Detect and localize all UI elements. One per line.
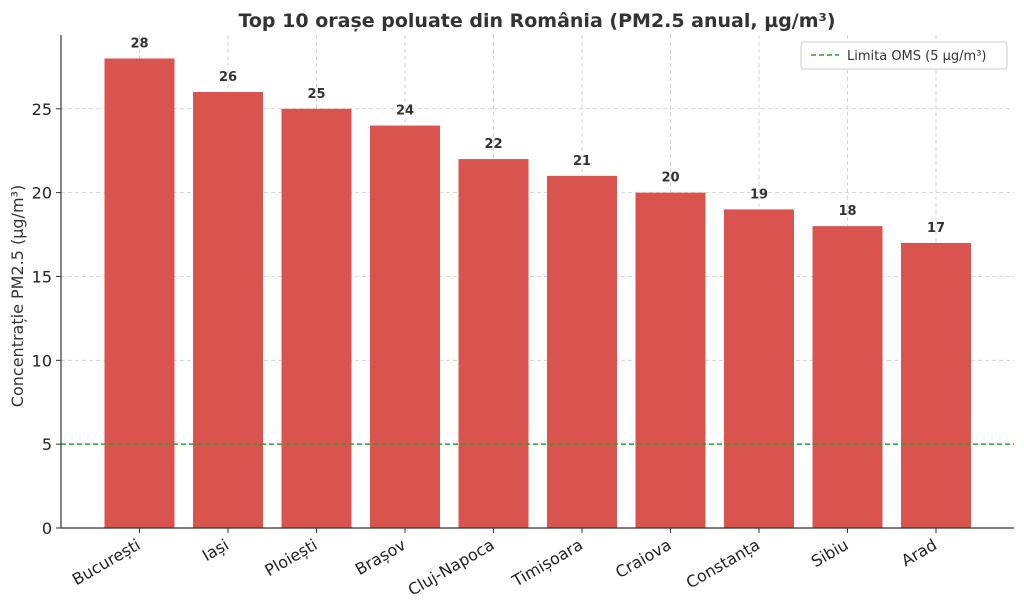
x-tick-label: Sibiu bbox=[808, 535, 852, 571]
y-tick-label: 0 bbox=[42, 519, 52, 538]
bar bbox=[724, 209, 794, 528]
x-tick-label: Brașov bbox=[352, 535, 409, 579]
bar-value-label: 17 bbox=[927, 221, 945, 236]
bar bbox=[281, 108, 352, 528]
bar bbox=[547, 175, 617, 528]
y-tick-label: 25 bbox=[32, 100, 52, 119]
bar-value-label: 24 bbox=[396, 104, 414, 119]
bar-value-label: 25 bbox=[307, 87, 325, 102]
bar bbox=[458, 159, 529, 528]
y-tick-label: 15 bbox=[32, 267, 52, 286]
y-tick-label: 10 bbox=[32, 351, 52, 370]
legend: Limita OMS (5 µg/m³) bbox=[800, 41, 1008, 70]
bar-value-label: 21 bbox=[573, 154, 591, 169]
x-tick-label: Iași bbox=[199, 535, 232, 565]
legend-box bbox=[800, 41, 1008, 70]
bar-value-label: 18 bbox=[838, 204, 856, 219]
x-tick-label: Constanța bbox=[683, 535, 763, 592]
y-axis-label: Concentrație PM2.5 (µg/m³) bbox=[8, 185, 27, 407]
bar bbox=[370, 125, 440, 528]
bar-value-label: 20 bbox=[661, 171, 679, 186]
bar bbox=[193, 92, 263, 528]
y-tick-label: 20 bbox=[32, 184, 52, 203]
x-tick-label: Craiova bbox=[612, 535, 674, 582]
legend-label: Limita OMS (5 µg/m³) bbox=[847, 49, 986, 64]
bar-value-label: 28 bbox=[130, 36, 148, 51]
x-tick-label: Arad bbox=[898, 535, 940, 570]
bar-value-label: 19 bbox=[750, 187, 768, 202]
bar-value-label: 22 bbox=[484, 137, 502, 152]
bar bbox=[635, 192, 706, 528]
x-tick-label: București bbox=[69, 535, 144, 589]
bar bbox=[812, 226, 883, 528]
x-tick-label: Ploiești bbox=[261, 535, 320, 580]
bar-value-label: 26 bbox=[219, 70, 237, 85]
chart-title: Top 10 orașe poluate din România (PM2.5 … bbox=[238, 10, 835, 32]
bar bbox=[901, 242, 971, 528]
data-labels: 28 26 25 24 22 21 20 19 18 17 bbox=[130, 36, 945, 235]
axes bbox=[60, 35, 1014, 529]
x-tick-label: Cluj-Napoca bbox=[405, 535, 498, 600]
bars bbox=[104, 58, 971, 528]
bar bbox=[104, 58, 175, 528]
y-tick-label: 5 bbox=[42, 435, 52, 454]
x-tick-label: Timișoara bbox=[508, 535, 586, 591]
